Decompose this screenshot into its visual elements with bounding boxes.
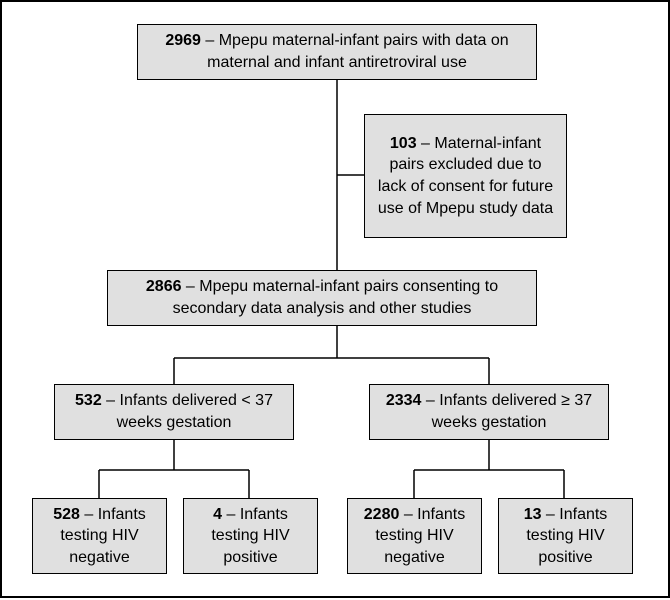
node-excluded: 103 – Maternal-infant pairs excluded due… — [364, 114, 567, 238]
node-term-hiv-neg: 2280 – Infants testing HIV negative — [347, 498, 482, 574]
node-term-hiv-pos: 13 – Infants testing HIV positive — [498, 498, 633, 574]
node-number: 13 — [524, 506, 542, 523]
node-total-pairs: 2969 – Mpepu maternal-infant pairs with … — [137, 24, 537, 80]
node-number: 528 — [53, 506, 80, 523]
node-preterm: 532 – Infants delivered < 37 weeks gesta… — [54, 384, 294, 440]
node-number: 2334 — [386, 392, 422, 409]
node-term: 2334 – Infants delivered ≥ 37 weeks gest… — [369, 384, 609, 440]
node-text: – Infants delivered < 37 weeks gestation — [102, 392, 273, 431]
node-number: 2866 — [146, 278, 182, 295]
node-text: – Infants delivered ≥ 37 weeks gestation — [421, 392, 592, 431]
node-preterm-hiv-pos: 4 – Infants testing HIV positive — [183, 498, 318, 574]
node-number: 2969 — [165, 32, 201, 49]
node-text: – Infants testing HIV positive — [211, 506, 289, 566]
node-number: 2280 — [364, 506, 400, 523]
node-number: 532 — [75, 392, 102, 409]
node-number: 4 — [213, 506, 222, 523]
node-preterm-hiv-neg: 528 – Infants testing HIV negative — [32, 498, 167, 574]
flowchart-canvas: 2969 – Mpepu maternal-infant pairs with … — [0, 0, 670, 598]
node-consenting: 2866 – Mpepu maternal-infant pairs conse… — [107, 270, 537, 326]
node-number: 103 — [390, 135, 417, 152]
node-text: – Mpepu maternal-infant pairs consenting… — [173, 278, 499, 317]
node-text: – Mpepu maternal-infant pairs with data … — [201, 32, 509, 71]
